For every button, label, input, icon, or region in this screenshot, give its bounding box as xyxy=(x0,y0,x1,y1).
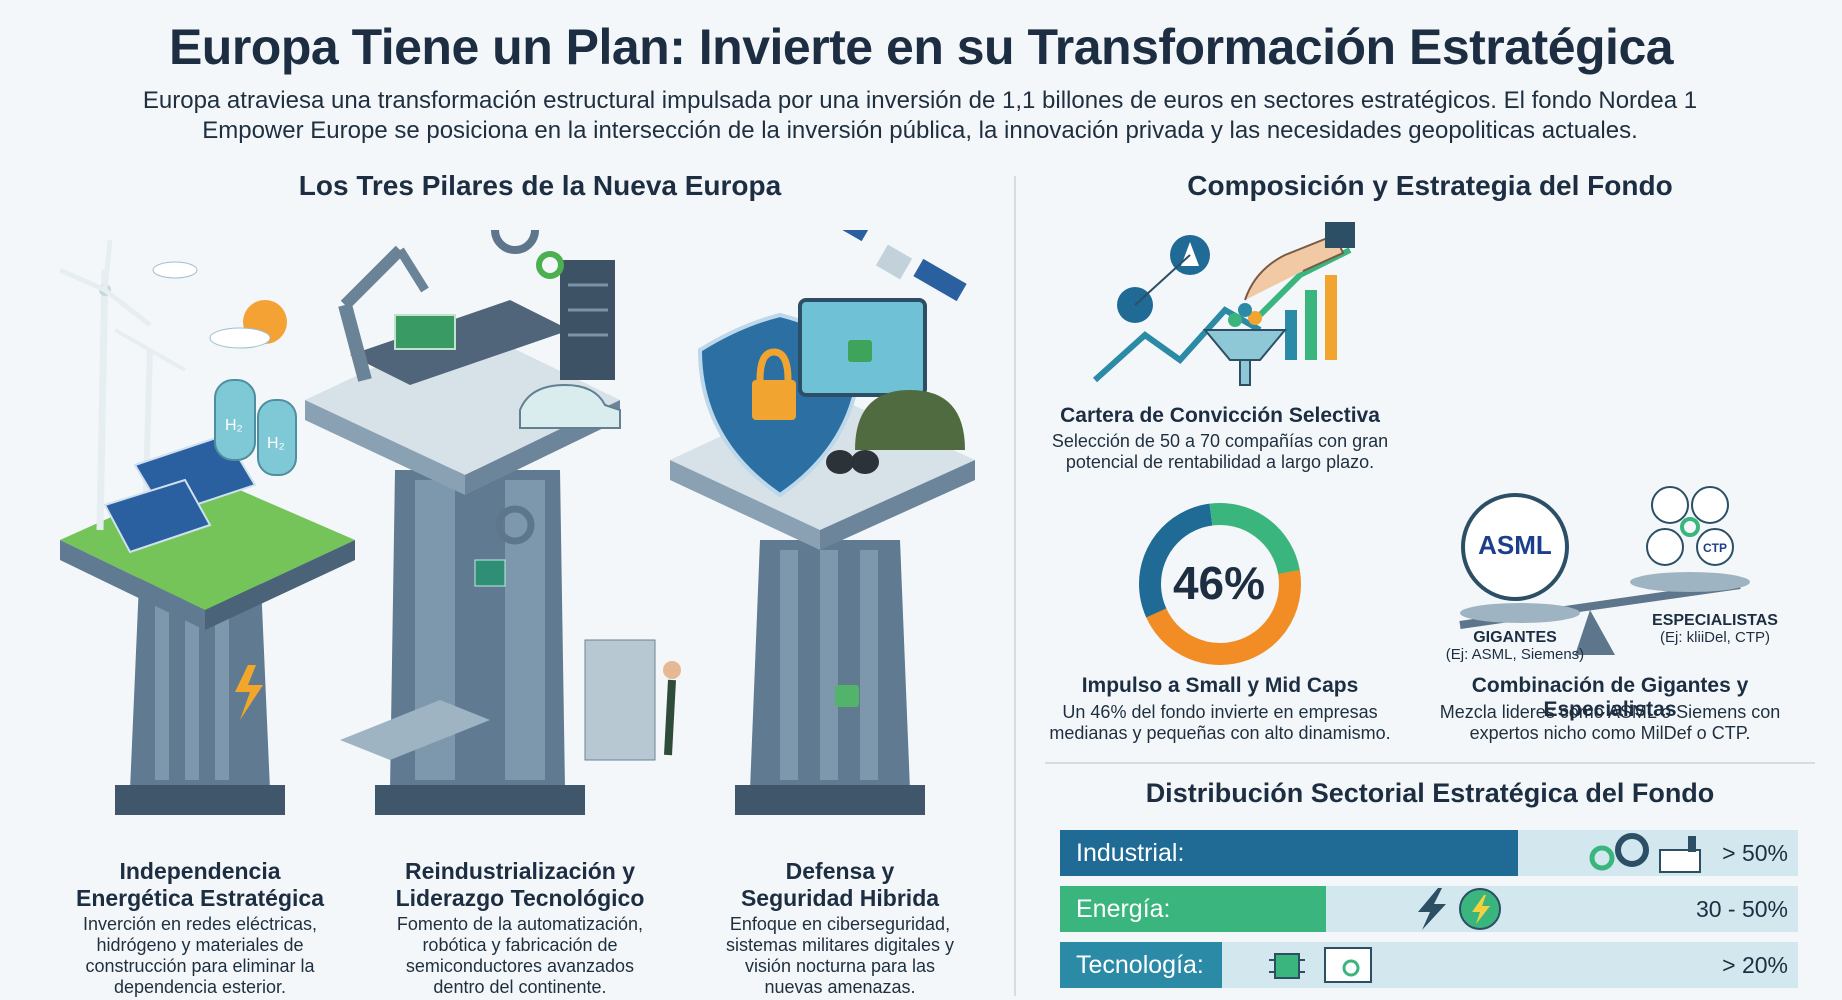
conviction-desc-line-1: Selección de 50 a 70 compañías con gran xyxy=(1051,431,1389,451)
pillar-3-title-line-2: Seguridad Hibrida xyxy=(740,885,940,911)
combo-desc-line-2: expertos nicho como MilDef o CTP. xyxy=(1469,723,1751,743)
h2-tank-label: H₂ xyxy=(267,435,285,452)
subtitle-line-2: Empower Europe se posiciona en la inters… xyxy=(202,117,1638,144)
pillar-2-desc-line-3: semiconductores avanzados xyxy=(405,956,635,976)
bar-fill-energy xyxy=(1060,886,1326,932)
small-mid-cap-donut xyxy=(1139,503,1301,665)
smallmid-title: Impulso a Small y Mid Caps xyxy=(1081,674,1359,697)
pillar-1-desc-line-1: Inverción en redes eléctricas, xyxy=(82,914,318,934)
bar-label-technology: Tecnología: xyxy=(1076,951,1204,979)
lightning-icon xyxy=(1418,888,1501,930)
specialists-label: ESPECIALISTAS (Ej: kliiDel, CTP) xyxy=(1630,612,1800,646)
page-subtitle: Europa atraviesa una transformación estr… xyxy=(120,86,1720,146)
smallmid-desc-line-2: medianas y pequeñas con alto dinamismo. xyxy=(1049,723,1391,743)
fund-divider xyxy=(1045,762,1815,764)
pillar-3-desc-line-4: nuevas amenazas. xyxy=(764,977,916,997)
bar-value-energy: 30 - 50% xyxy=(1695,896,1788,922)
balance-scale-icon: CTP xyxy=(1459,486,1750,655)
combo-desc-line-1: Mezcla lideres como ASML o Siemens con xyxy=(1439,702,1781,722)
distribution-title: Distribución Sectorial Estratégica del F… xyxy=(1145,778,1715,808)
pillar-2-desc-line-1: Fomento de la automatización, xyxy=(396,914,644,934)
pillar-2-desc: Fomento de la automatización, robótica y… xyxy=(370,914,670,998)
conviction-desc: Selección de 50 a 70 compañías con gran … xyxy=(1020,431,1420,473)
distribution-row-industrial: Industrial: > 50% xyxy=(1060,830,1798,876)
pillar-1-title-line-2: Energética Estratégica xyxy=(75,885,324,911)
subtitle-line-1: Europa atraviesa una transformación estr… xyxy=(142,87,1698,114)
pillar-3-desc: Enfoque en ciberseguridad, sistemas mili… xyxy=(690,914,990,998)
bar-fill-technology xyxy=(1060,942,1223,988)
distribution-row-technology: Tecnología: > 20% xyxy=(1060,942,1798,988)
bar-value-technology: > 20% xyxy=(1722,952,1788,978)
giants-label-title: GIGANTES xyxy=(1473,629,1557,646)
pillar-1-desc-line-3: construcción para eliminar la xyxy=(85,956,315,976)
conviction-title: Cartera de Convicción Selectiva xyxy=(1060,404,1380,427)
pillar-2-title: Reindustrialización y Liderazgo Tecnológ… xyxy=(360,858,680,912)
chip-monitor-icon xyxy=(1269,947,1372,983)
gear-factory-icon xyxy=(1589,833,1701,873)
section-divider xyxy=(1014,176,1016,996)
asml-logo-label: ASML xyxy=(1478,530,1552,560)
pillar-2-desc-line-4: dentro del continente. xyxy=(433,977,607,997)
specialists-label-title: ESPECIALISTAS xyxy=(1652,612,1778,629)
pillar-3-desc-line-3: visión nocturna para las xyxy=(744,956,936,976)
distribution-row-energy: Energía: 30 - 50% xyxy=(1060,886,1798,932)
smallmid-desc-line-1: Un 46% del fondo invierte en empresas xyxy=(1062,702,1378,722)
pillar-1-desc-line-4: dependencia esterior. xyxy=(113,977,287,997)
pillar-1-desc: Inverción en redes eléctricas, hidrógeno… xyxy=(50,914,350,998)
ctp-logo-label: CTP xyxy=(1703,541,1727,555)
wind-solar-hydrogen-icon: H₂ H₂ xyxy=(58,239,355,815)
smallmid-desc: Un 46% del fondo invierte en empresas me… xyxy=(1030,702,1410,744)
conviction-desc-line-2: potencial de rentabilidad a largo plazo. xyxy=(1065,452,1375,472)
donut-percentage-label: 46% xyxy=(1172,557,1266,609)
combo-title: Combinación de Gigantes y Especialistas xyxy=(1471,674,1749,721)
pillar-1-title-line-1: Independencia xyxy=(119,858,281,884)
fund-section-title: Composición y Estrategia del Fondo xyxy=(1187,170,1673,201)
page-title: Europa Tiene un Plan: Invierte en su Tra… xyxy=(168,19,1674,75)
pillar-1-title: Independencia Energética Estratégica xyxy=(50,858,350,912)
combo-desc: Mezcla lideres como ASML o Siemens con e… xyxy=(1420,702,1800,744)
robot-arm-chip-icon xyxy=(305,230,681,815)
bar-label-industrial: Industrial: xyxy=(1076,839,1185,867)
h2-tank-label: H₂ xyxy=(225,417,243,434)
pillar-3-desc-line-2: sistemas militares digitales y xyxy=(725,935,955,955)
giants-label: GIGANTES (Ej: ASML, Siemens) xyxy=(1440,629,1590,663)
pillar-3-title: Defensa y Seguridad Hibrida xyxy=(690,858,990,912)
pillar-1-desc-line-2: hidrógeno y materiales de xyxy=(96,935,304,955)
pillars-illustration: H₂ H₂ xyxy=(58,230,975,815)
pillar-3-title-line-1: Defensa y xyxy=(785,858,895,884)
pillar-3-desc-line-1: Enfoque en ciberseguridad, xyxy=(729,914,951,934)
pillar-2-title-line-1: Reindustrialización y xyxy=(404,858,636,884)
pillar-2-title-line-2: Liderazgo Tecnológico xyxy=(395,885,645,911)
specialists-label-sub: (Ej: kliiDel, CTP) xyxy=(1659,629,1770,646)
bar-fill-industrial xyxy=(1060,830,1518,876)
pillar-2-desc-line-2: robótica y fabricación de xyxy=(422,935,618,955)
bar-label-energy: Energía: xyxy=(1076,895,1171,923)
pillars-section-title: Los Tres Pilares de la Nueva Europa xyxy=(298,170,782,201)
bar-value-industrial: > 50% xyxy=(1722,840,1788,866)
giants-label-sub: (Ej: ASML, Siemens) xyxy=(1445,646,1585,663)
shield-lock-icon xyxy=(670,230,975,815)
funnel-portfolio-icon xyxy=(1092,222,1355,386)
